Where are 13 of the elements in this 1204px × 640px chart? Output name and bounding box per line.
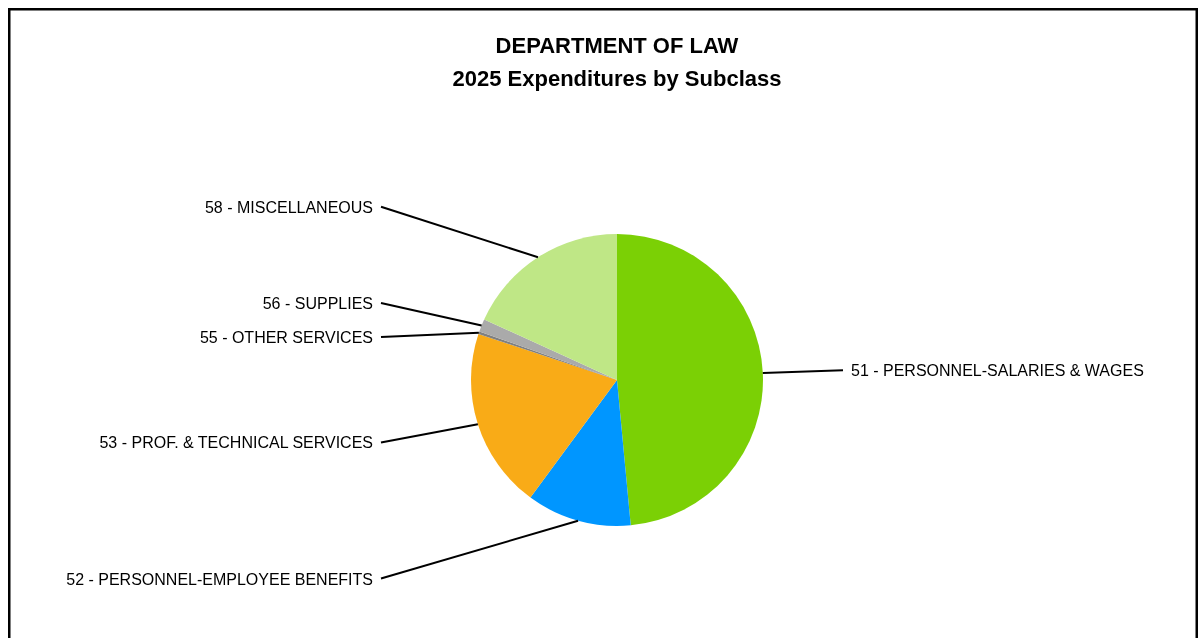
pie-slice — [617, 234, 763, 526]
pie-slice — [484, 234, 617, 380]
slice-label: 55 - OTHER SERVICES — [199, 328, 373, 346]
pie-slice — [479, 319, 617, 380]
slice-label: 56 - SUPPLIES — [262, 294, 373, 312]
chart-title: DEPARTMENT OF LAW — [495, 33, 739, 58]
slice-label: 53 - PROF. & TECHNICAL SERVICES — [99, 434, 373, 452]
chart-subtitle: 2025 Expenditures by Subclass — [452, 66, 782, 91]
slice-label: 58 - MISCELLANEOUS — [204, 198, 373, 216]
pie-slice — [530, 380, 631, 526]
pie-slice — [471, 334, 617, 498]
slice-label: 51 - PERSONNEL-SALARIES & WAGES — [851, 362, 1144, 380]
slice-label: 52 - PERSONNEL-EMPLOYEE BENEFITS — [66, 570, 373, 588]
